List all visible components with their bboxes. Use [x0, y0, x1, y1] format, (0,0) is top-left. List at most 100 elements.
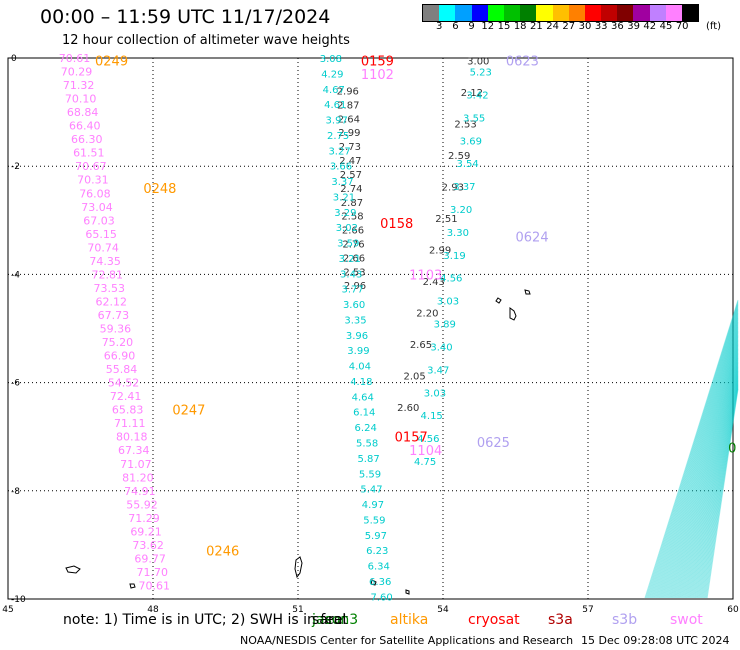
wave-height-value: 6.34	[368, 562, 390, 573]
swath-line	[658, 319, 739, 599]
swath-line	[693, 369, 739, 599]
wave-height-value: 6.24	[355, 423, 377, 434]
swath-line	[704, 386, 739, 599]
wave-height-value: 80.18	[116, 431, 148, 444]
legend-swatch	[536, 5, 553, 21]
pass-number-label: 1103	[409, 268, 442, 283]
swath-line	[692, 368, 739, 599]
legend-swatch	[649, 5, 666, 21]
legend-swatch	[584, 5, 602, 21]
wave-height-value: 4.97	[362, 500, 384, 511]
swath-line	[649, 306, 739, 599]
wave-height-value: 69.77	[134, 552, 166, 565]
wave-height-value: 3.96	[346, 331, 368, 342]
pass-number-label: 0248	[143, 182, 176, 197]
wave-height-value: 2.47	[339, 156, 361, 167]
wave-height-value: 61.51	[73, 147, 105, 160]
wave-height-value: 2.58	[341, 212, 363, 223]
swath-line	[691, 366, 739, 599]
legend-swatch	[633, 5, 650, 21]
swath-line	[648, 305, 739, 599]
wave-height-value: 72.41	[110, 390, 142, 403]
swath-line	[694, 372, 739, 599]
wave-height-value: 3.43	[340, 269, 362, 280]
wave-height-value: 3.97	[326, 116, 348, 127]
wave-height-value: 3.47	[427, 365, 449, 376]
pass-number-label: 0624	[516, 231, 549, 246]
wave-height-value: 66.30	[71, 133, 103, 146]
wave-height-value: 3.29	[334, 208, 356, 219]
swath-line	[657, 317, 739, 599]
wave-height-value: 2.73	[339, 142, 361, 153]
wave-height-value: 3.69	[460, 136, 482, 147]
swath-line	[665, 329, 739, 599]
pass-number-label: 0246	[206, 544, 239, 559]
island-a	[495, 297, 502, 304]
swath-line	[666, 330, 739, 599]
satellite-legend: jason3 saral altika cryosat s3a s3b swot	[0, 612, 740, 630]
wave-height-value: 70.10	[65, 93, 97, 106]
swath-line	[646, 302, 739, 599]
wave-height-value: 55.92	[126, 498, 158, 511]
wave-height-value: 3.89	[434, 320, 456, 331]
wave-height-value: 4.64	[352, 392, 374, 403]
legend-swatch	[423, 5, 440, 21]
wave-height-value: 66.40	[69, 120, 101, 133]
legend-label: 45	[659, 21, 673, 32]
pass-number-label: 0249	[95, 55, 128, 70]
swath-line	[660, 323, 739, 599]
swath-line	[667, 332, 739, 599]
wave-height-value: 3.35	[344, 315, 366, 326]
legend-label: 30	[578, 21, 592, 32]
legend-label: 70	[675, 21, 689, 32]
island-h	[405, 589, 410, 595]
wave-height-value: 3.60	[343, 300, 365, 311]
wave-height-value: 67.73	[98, 309, 130, 322]
wave-height-value: 70.61	[139, 579, 171, 592]
wave-height-value: 3.03	[424, 388, 446, 399]
wave-height-value: 3.77	[342, 285, 364, 296]
wave-height-value: 5.97	[365, 531, 387, 542]
wave-height-value: 2.05	[403, 371, 425, 382]
wave-height-value: 3.59	[337, 239, 359, 250]
wave-height-value: 71.07	[120, 458, 152, 471]
wave-height-value: 3.37	[453, 182, 475, 193]
swath-line	[670, 337, 739, 599]
wave-height-value: 5.58	[356, 438, 378, 449]
legend-swatch	[520, 5, 537, 21]
wave-height-value: 2.96	[337, 86, 359, 97]
wave-height-color-legend	[422, 4, 700, 22]
island-f	[294, 556, 303, 579]
wave-height-value: 71.29	[128, 512, 160, 525]
legend-swatch	[617, 5, 634, 21]
wave-height-value: 2.75	[327, 131, 349, 142]
y-tick-label: -8	[11, 487, 20, 497]
legend-swatch	[487, 5, 504, 21]
swath-line	[698, 377, 739, 599]
wave-height-value: 3.42	[466, 90, 488, 101]
map-grid	[8, 58, 733, 599]
x-tick-label: 60	[727, 605, 739, 615]
x-tick-label: 57	[582, 605, 593, 615]
wave-height-value: 4.04	[349, 362, 371, 373]
wave-height-value: 2.60	[397, 403, 419, 414]
wave-height-value: 74.35	[89, 255, 121, 268]
coastline	[65, 289, 531, 595]
swath-line	[662, 325, 739, 599]
wave-height-value: 3.03	[437, 297, 459, 308]
wave-height-value: 5.59	[363, 515, 385, 526]
wave-height-value: 2.43	[423, 277, 445, 288]
footer-note: note: 1) Time is in UTC; 2) SWH is in fe…	[63, 612, 349, 628]
legend-swatch	[601, 5, 618, 21]
wave-height-value: 75.20	[102, 336, 134, 349]
wave-height-value: 72.81	[91, 268, 123, 281]
wave-height-value: 3.54	[457, 159, 479, 170]
pass-number-label: 0159	[361, 55, 394, 70]
wave-height-value: 73.04	[81, 201, 113, 214]
swath-line	[675, 343, 739, 599]
swath-line	[697, 376, 739, 599]
wave-height-value: 2.96	[344, 281, 366, 292]
wave-height-value: 5.47	[360, 485, 382, 496]
swath-line	[649, 307, 739, 599]
swath-line	[690, 365, 739, 599]
